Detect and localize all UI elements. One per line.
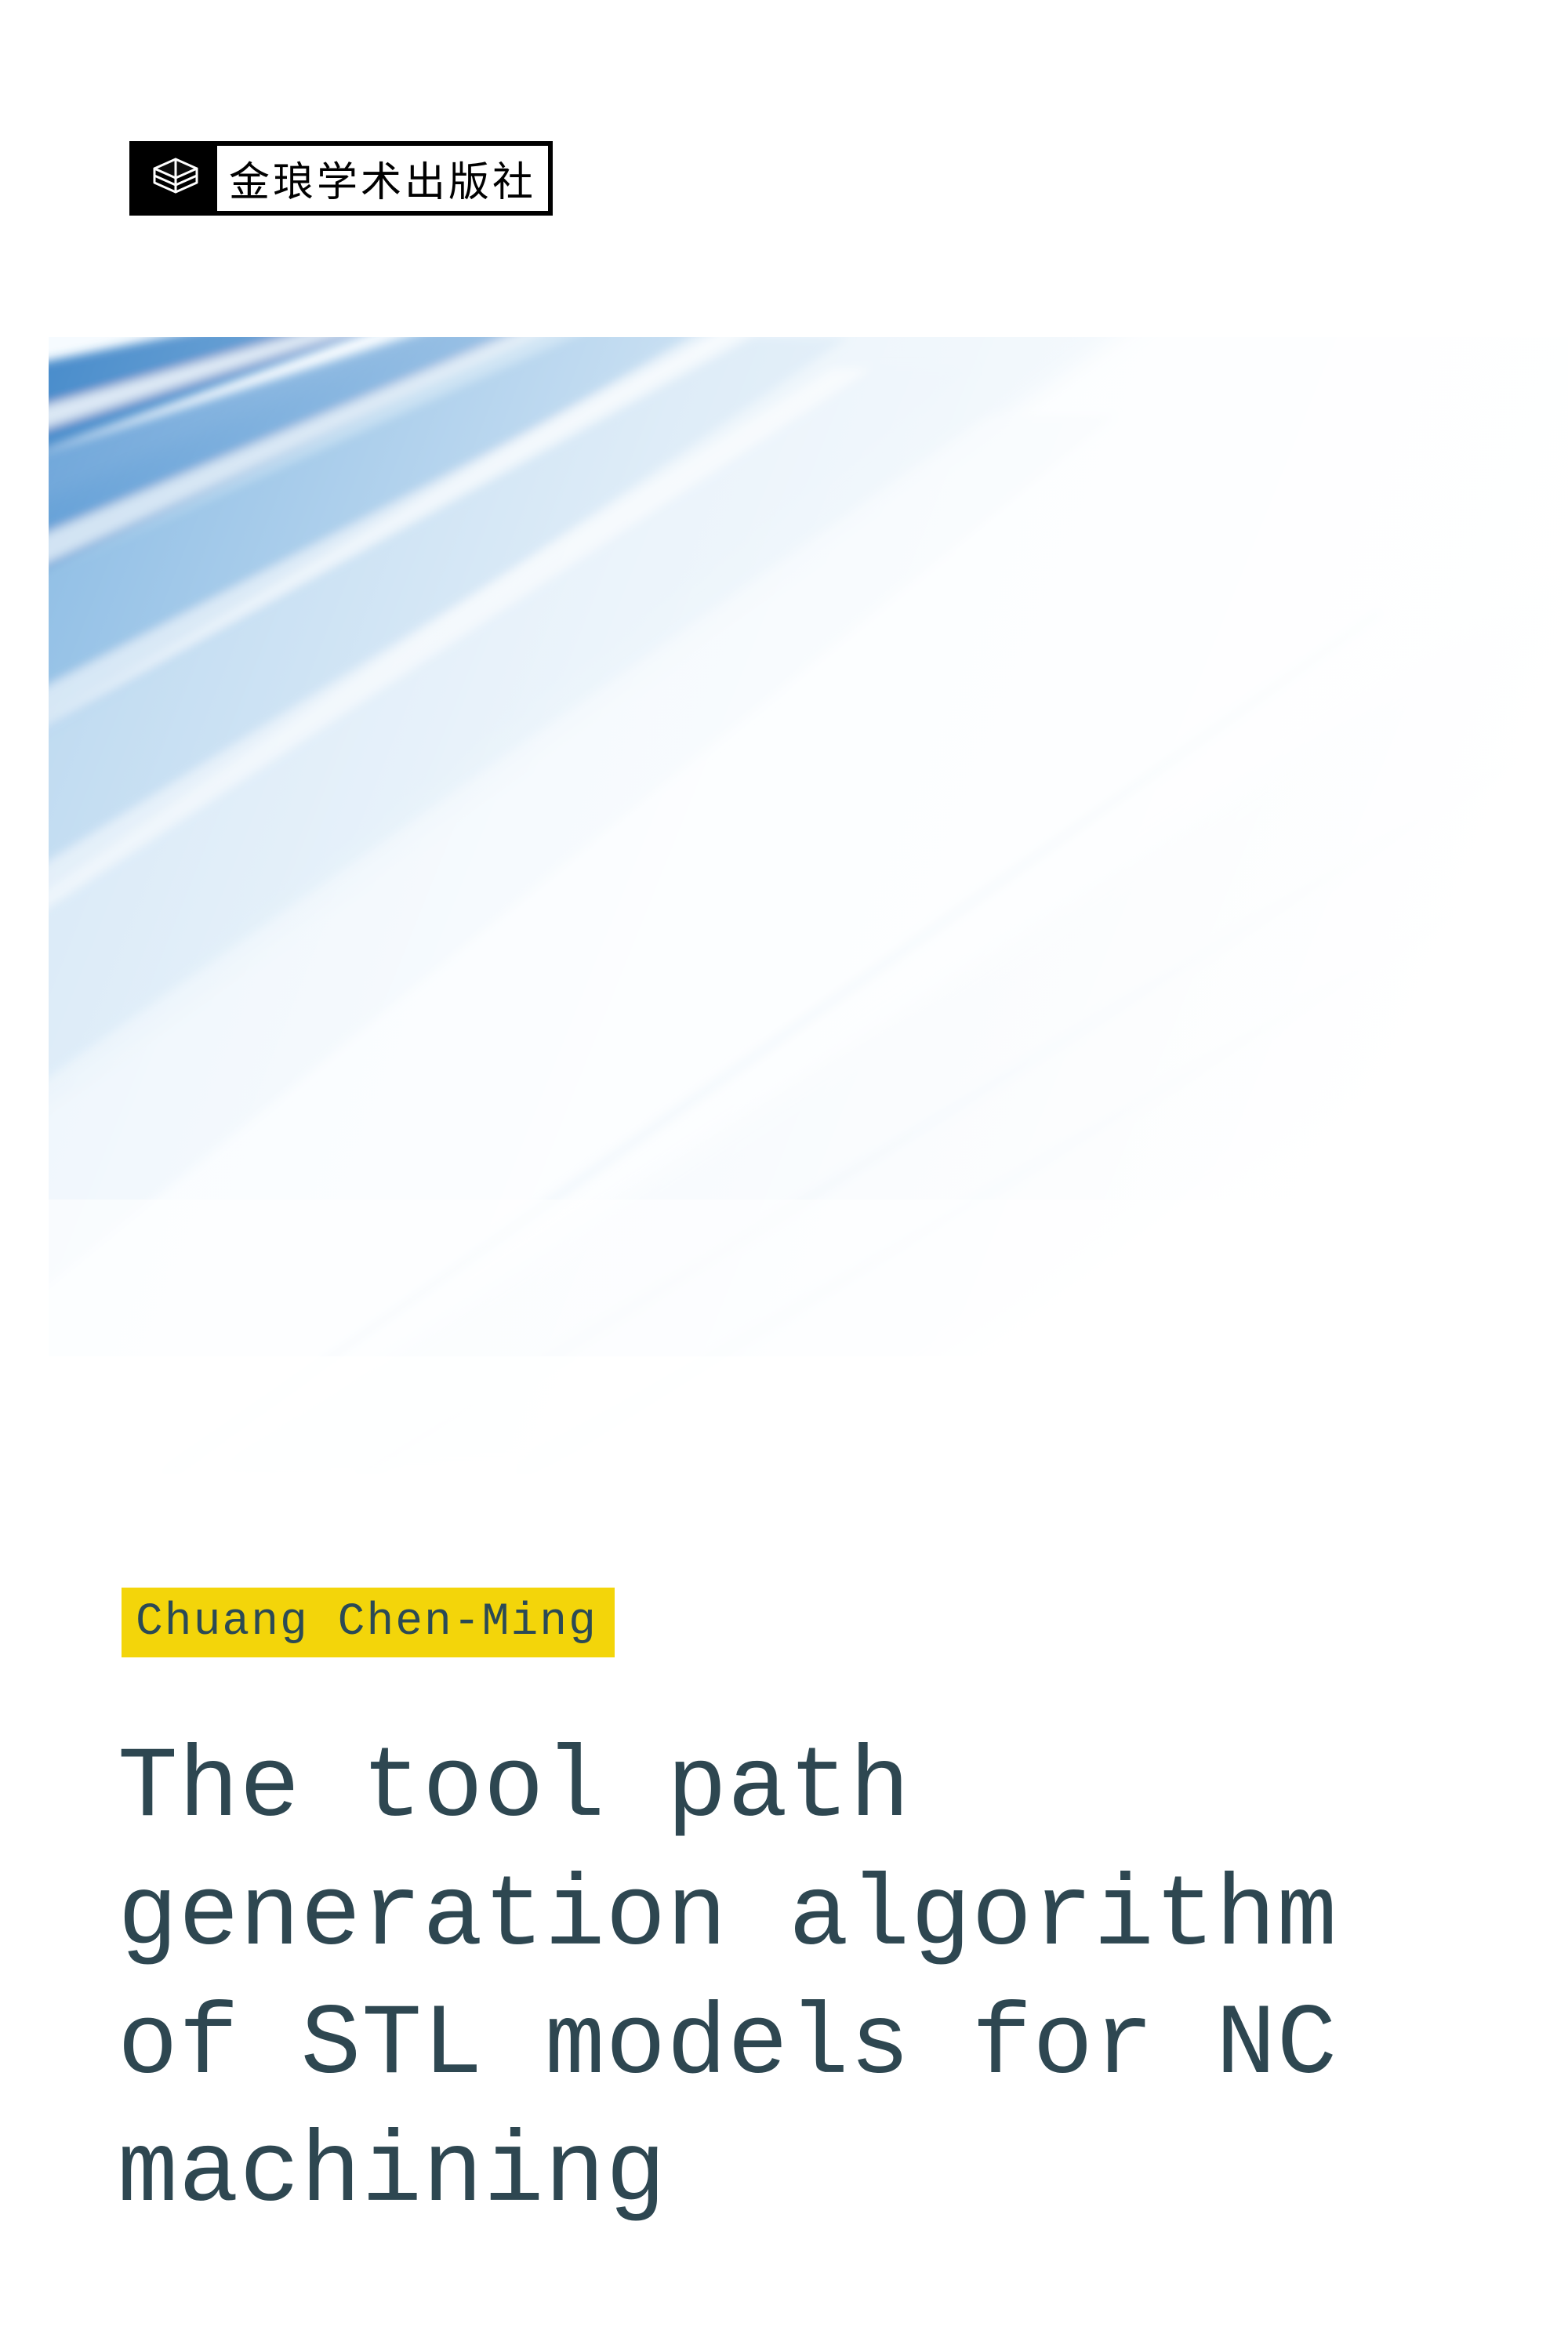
background-artwork <box>49 337 1568 1474</box>
author-name: Chuang Chen-Ming <box>122 1588 615 1657</box>
left-white-strip <box>0 0 47 337</box>
book-title: The tool path generation algorithm of ST… <box>118 1725 1482 2238</box>
book-icon <box>134 146 217 211</box>
publisher-badge: 金琅学术出版社 <box>129 141 553 216</box>
publisher-name: 金琅学术出版社 <box>217 146 548 211</box>
